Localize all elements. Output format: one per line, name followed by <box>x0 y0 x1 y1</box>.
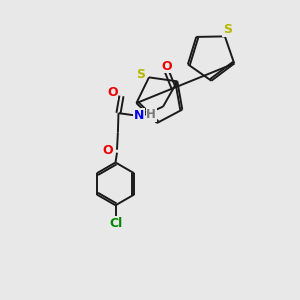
Text: H: H <box>146 108 156 121</box>
Text: O: O <box>107 86 118 99</box>
Text: S: S <box>136 68 145 82</box>
Text: O: O <box>103 144 113 157</box>
Text: O: O <box>161 60 172 73</box>
Text: N: N <box>134 109 145 122</box>
Text: Cl: Cl <box>109 217 122 230</box>
Text: S: S <box>223 23 232 36</box>
